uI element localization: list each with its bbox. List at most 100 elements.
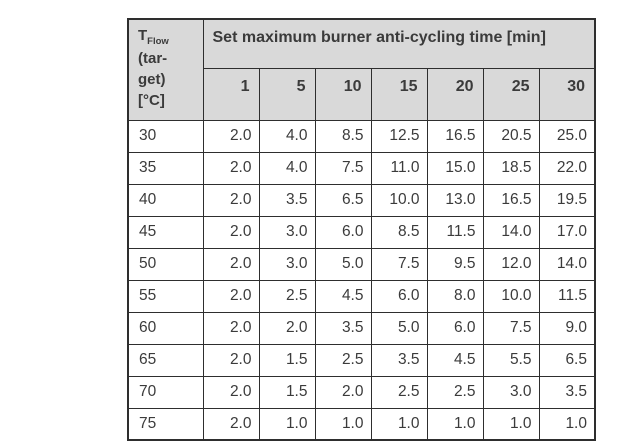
time-column-header: 1 — [202, 67, 260, 121]
value-cell: 16.5 — [482, 183, 540, 217]
value-cell: 7.5 — [482, 311, 540, 345]
value-cell: 1.0 — [426, 407, 484, 441]
value-cell: 2.0 — [202, 183, 260, 217]
value-cell: 5.0 — [314, 247, 372, 281]
value-cell: 14.0 — [482, 215, 540, 249]
value-cell: 4.0 — [258, 151, 316, 185]
value-cell: 20.5 — [482, 119, 540, 153]
value-cell: 2.0 — [202, 247, 260, 281]
value-cell: 3.0 — [482, 375, 540, 409]
tflow-subscript: Flow — [147, 36, 169, 47]
value-cell: 1.0 — [538, 407, 596, 441]
value-cell: 6.0 — [370, 279, 428, 313]
value-cell: 3.5 — [314, 311, 372, 345]
value-cell: 16.5 — [426, 119, 484, 153]
value-cell: 22.0 — [538, 151, 596, 185]
time-column-header: 20 — [426, 67, 484, 121]
temp-cell: 45 — [127, 215, 204, 249]
value-cell: 10.0 — [482, 279, 540, 313]
temp-cell: 50 — [127, 247, 204, 281]
value-cell: 1.0 — [258, 407, 316, 441]
value-cell: 13.0 — [426, 183, 484, 217]
flow-temp-column-header: TFlow (tar- get) [°C] — [127, 18, 204, 121]
value-cell: 2.5 — [426, 375, 484, 409]
value-cell: 9.5 — [426, 247, 484, 281]
value-cell: 1.0 — [482, 407, 540, 441]
value-cell: 6.0 — [314, 215, 372, 249]
value-cell: 3.5 — [258, 183, 316, 217]
table-title: Set maximum burner anti-cycling time [mi… — [202, 18, 596, 69]
table-body: 30 2.0 4.0 8.5 12.5 16.5 20.5 25.0 35 2.0 4.0 7.5 11… — [127, 119, 596, 441]
value-cell: 7.5 — [370, 247, 428, 281]
table-row: 50 2.0 3.0 5.0 7.5 9.5 12.0 14.0 — [127, 247, 596, 281]
table-row: 70 2.0 1.5 2.0 2.5 2.5 3.0 3.5 — [127, 375, 596, 409]
value-cell: 11.0 — [370, 151, 428, 185]
value-cell: 4.5 — [314, 279, 372, 313]
tflow-symbol: TFlow — [138, 27, 169, 47]
table-row: 45 2.0 3.0 6.0 8.5 11.5 14.0 17.0 — [127, 215, 596, 249]
table-row: 75 2.0 1.0 1.0 1.0 1.0 1.0 1.0 — [127, 407, 596, 441]
temp-cell: 30 — [127, 119, 204, 153]
value-cell: 8.5 — [314, 119, 372, 153]
value-cell: 1.0 — [370, 407, 428, 441]
value-cell: 12.5 — [370, 119, 428, 153]
value-cell: 1.5 — [258, 343, 316, 377]
value-cell: 17.0 — [538, 215, 596, 249]
table-row: 40 2.0 3.5 6.5 10.0 13.0 16.5 19.5 — [127, 183, 596, 217]
value-cell: 2.0 — [314, 375, 372, 409]
value-cell: 1.5 — [258, 375, 316, 409]
value-cell: 2.0 — [202, 343, 260, 377]
temp-cell: 60 — [127, 311, 204, 345]
value-cell: 5.5 — [482, 343, 540, 377]
temp-cell: 65 — [127, 343, 204, 377]
time-column-header: 15 — [370, 67, 428, 121]
temp-cell: 75 — [127, 407, 204, 441]
time-column-header: 5 — [258, 67, 316, 121]
value-cell: 1.0 — [314, 407, 372, 441]
value-cell: 6.0 — [426, 311, 484, 345]
value-cell: 10.0 — [370, 183, 428, 217]
value-cell: 2.0 — [202, 311, 260, 345]
table-row: 30 2.0 4.0 8.5 12.5 16.5 20.5 25.0 — [127, 119, 596, 153]
value-cell: 2.0 — [202, 119, 260, 153]
time-column-header: 10 — [314, 67, 372, 121]
value-cell: 25.0 — [538, 119, 596, 153]
tflow-line3: get) — [138, 71, 166, 89]
header-row-minutes: 1 5 10 15 20 25 30 — [128, 67, 596, 121]
value-cell: 18.5 — [482, 151, 540, 185]
value-cell: 5.0 — [370, 311, 428, 345]
value-cell: 11.5 — [538, 279, 596, 313]
value-cell: 2.5 — [370, 375, 428, 409]
value-cell: 3.0 — [258, 247, 316, 281]
value-cell: 3.0 — [258, 215, 316, 249]
value-cell: 3.5 — [538, 375, 596, 409]
value-cell: 6.5 — [538, 343, 596, 377]
table-row: 35 2.0 4.0 7.5 11.0 15.0 18.5 22.0 — [127, 151, 596, 185]
value-cell: 2.0 — [202, 215, 260, 249]
temp-cell: 70 — [127, 375, 204, 409]
table-row: 65 2.0 1.5 2.5 3.5 4.5 5.5 6.5 — [127, 343, 596, 377]
value-cell: 15.0 — [426, 151, 484, 185]
value-cell: 3.5 — [370, 343, 428, 377]
temp-cell: 55 — [127, 279, 204, 313]
table-header: TFlow (tar- get) [°C] Set maximum burner… — [127, 18, 596, 121]
value-cell: 11.5 — [426, 215, 484, 249]
header-row-title: TFlow (tar- get) [°C] Set maximum burner… — [127, 18, 596, 121]
time-column-header: 30 — [538, 67, 596, 121]
value-cell: 12.0 — [482, 247, 540, 281]
value-cell: 4.0 — [258, 119, 316, 153]
tflow-line2: (tar- — [138, 50, 168, 68]
value-cell: 7.5 — [314, 151, 372, 185]
value-cell: 19.5 — [538, 183, 596, 217]
value-cell: 2.0 — [202, 279, 260, 313]
value-cell: 8.0 — [426, 279, 484, 313]
value-cell: 2.5 — [314, 343, 372, 377]
value-cell: 2.0 — [258, 311, 316, 345]
value-cell: 14.0 — [538, 247, 596, 281]
value-cell: 4.5 — [426, 343, 484, 377]
value-cell: 2.0 — [202, 151, 260, 185]
value-cell: 6.5 — [314, 183, 372, 217]
value-cell: 2.5 — [258, 279, 316, 313]
tflow-line4: [°C] — [138, 92, 165, 110]
